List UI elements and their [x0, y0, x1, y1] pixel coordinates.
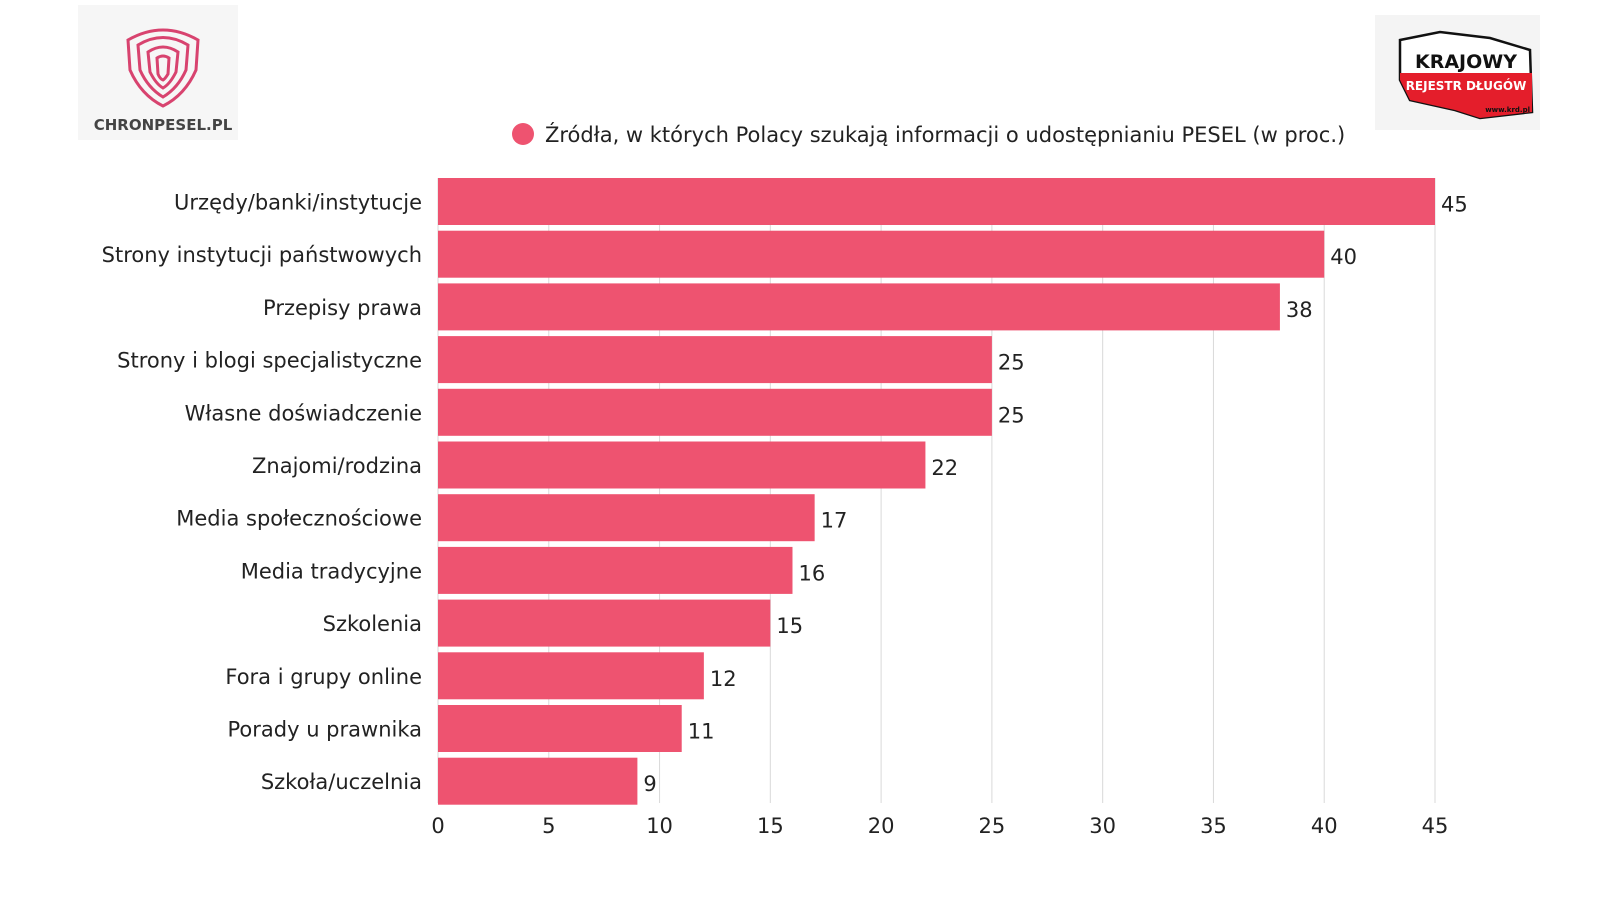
bar — [438, 441, 926, 489]
logo-chronpesel: CHRONPESEL.PL — [78, 5, 238, 140]
x-tick-label: 10 — [646, 814, 673, 838]
category-label: Szkoła/uczelnia — [261, 770, 422, 794]
svg-text:KRAJOWY: KRAJOWY — [1415, 51, 1517, 73]
bar — [438, 757, 638, 805]
value-label: 45 — [1441, 193, 1468, 217]
category-label: Strony i blogi specjalistyczne — [117, 349, 422, 373]
category-label: Własne doświadczenie — [185, 401, 422, 425]
value-label: 25 — [998, 403, 1025, 427]
x-tick-label: 40 — [1311, 814, 1338, 838]
category-label: Szkolenia — [323, 612, 422, 636]
bar — [438, 599, 771, 647]
svg-text:www.krd.pl: www.krd.pl — [1485, 106, 1530, 114]
svg-text:CHRONPESEL.PL: CHRONPESEL.PL — [94, 116, 233, 134]
category-label: Urzędy/banki/instytucje — [174, 191, 422, 215]
bar — [438, 178, 1435, 225]
value-label: 11 — [688, 720, 715, 744]
value-label: 15 — [776, 614, 803, 638]
bar — [438, 494, 815, 542]
x-tick-label: 20 — [868, 814, 895, 838]
value-label: 17 — [821, 509, 848, 533]
x-tick-label: 0 — [431, 814, 444, 838]
bar — [438, 705, 682, 752]
category-label: Media społecznościowe — [176, 507, 422, 531]
bar — [438, 230, 1325, 278]
bar — [438, 283, 1280, 331]
svg-text:REJESTR DŁUGÓW: REJESTR DŁUGÓW — [1406, 78, 1527, 93]
legend-label: Źródła, w których Polacy szukają informa… — [545, 122, 1345, 147]
category-label: Fora i grupy online — [225, 665, 422, 689]
legend-swatch — [512, 123, 534, 145]
bar — [438, 546, 793, 594]
x-tick-label: 15 — [757, 814, 784, 838]
logo-krd: KRAJOWY REJESTR DŁUGÓW www.krd.pl — [1375, 15, 1540, 130]
x-tick-label: 25 — [979, 814, 1006, 838]
x-tick-label: 35 — [1200, 814, 1227, 838]
category-label: Media tradycyjne — [241, 559, 422, 583]
value-label: 16 — [798, 561, 825, 585]
category-label: Znajomi/rodzina — [252, 454, 422, 478]
x-tick-label: 5 — [542, 814, 555, 838]
value-label: 9 — [643, 772, 656, 796]
bar — [438, 336, 992, 384]
bar — [438, 388, 992, 436]
value-label: 22 — [931, 456, 958, 480]
category-label: Strony instytucji państwowych — [102, 243, 422, 267]
bar — [438, 652, 704, 700]
value-label: 12 — [710, 667, 737, 691]
x-tick-label: 30 — [1089, 814, 1116, 838]
category-label: Porady u prawnika — [228, 718, 423, 742]
value-label: 40 — [1330, 245, 1357, 269]
value-label: 38 — [1286, 298, 1313, 322]
x-tick-label: 45 — [1422, 814, 1449, 838]
value-label: 25 — [998, 351, 1025, 375]
category-label: Przepisy prawa — [263, 296, 422, 320]
